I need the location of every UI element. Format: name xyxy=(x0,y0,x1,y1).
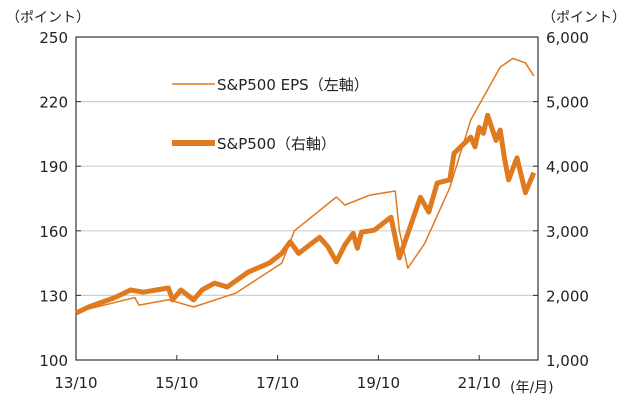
legend: S&P500 EPS（左軸） S&P500（右軸） xyxy=(172,76,369,153)
y-right-tick-label: 1,000 xyxy=(546,352,589,370)
plot-frame xyxy=(75,36,539,361)
x-tick-label: 21/10 xyxy=(458,374,501,392)
legend-label-sp500: S&P500（右軸） xyxy=(217,135,336,153)
x-tick-label: 19/10 xyxy=(357,374,400,392)
right-unit-label: （ポイント） xyxy=(542,10,626,26)
y-right-tick-label: 5,000 xyxy=(546,94,589,112)
x-tick-label: 13/10 xyxy=(54,374,97,392)
y-right-tick-label: 2,000 xyxy=(546,287,589,305)
x-tick-label: 15/10 xyxy=(155,374,198,392)
y-left-tick-label: 160 xyxy=(39,223,68,241)
left-unit-label: （ポイント） xyxy=(6,10,90,26)
y-left-tick-label: 130 xyxy=(39,287,68,305)
y-left-tick-label: 100 xyxy=(39,352,68,370)
y-left-tick-label: 250 xyxy=(39,29,68,47)
y-right-tick-label: 4,000 xyxy=(546,158,589,176)
series-line-eps xyxy=(75,57,535,313)
x-unit-label: (年/月) xyxy=(510,380,554,396)
series-line-sp500 xyxy=(74,112,537,316)
y-right-tick-label: 3,000 xyxy=(546,223,589,241)
legend-label-eps: S&P500 EPS（左軸） xyxy=(217,76,369,94)
y-right-tick-label: 6,000 xyxy=(546,29,589,47)
y-left-tick-label: 190 xyxy=(39,158,68,176)
x-tick-label: 17/10 xyxy=(256,374,299,392)
y-left-tick-label: 220 xyxy=(39,94,68,112)
